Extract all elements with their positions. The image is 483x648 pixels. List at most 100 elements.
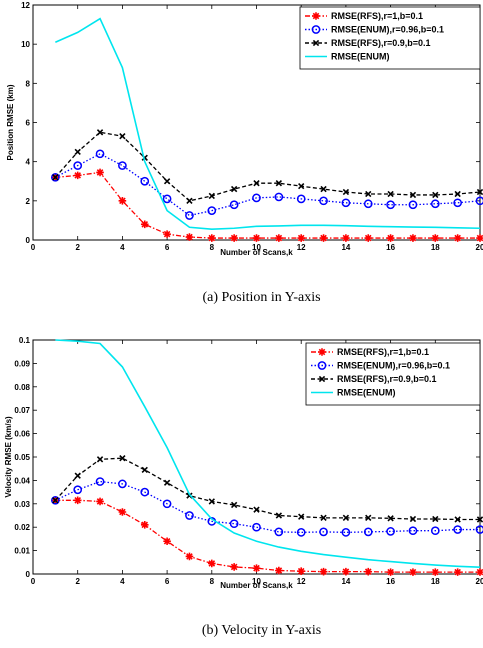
data-point <box>73 171 82 180</box>
data-point <box>119 455 126 462</box>
data-point <box>252 193 261 203</box>
y-tick-label: 0.08 <box>14 383 30 392</box>
data-point <box>252 564 261 572</box>
data-point <box>432 191 439 199</box>
data-point <box>118 197 127 205</box>
x-tick-label: 18 <box>431 577 440 586</box>
data-point <box>319 527 328 537</box>
data-point <box>186 197 193 204</box>
data-point <box>162 194 172 204</box>
series-line <box>55 17 481 231</box>
y-tick-label: 8 <box>26 79 31 88</box>
data-point <box>118 479 127 489</box>
legend-swatch-marker <box>317 361 327 370</box>
x-tick-label: 14 <box>341 243 350 252</box>
data-point <box>453 568 462 576</box>
x-tick-label: 6 <box>165 577 170 586</box>
data-point <box>95 477 105 486</box>
x-tick-label: 10 <box>252 577 261 586</box>
y-tick-label: 0.02 <box>14 523 30 532</box>
x-tick-label: 20 <box>476 577 483 586</box>
legend-label: RMSE(ENUM),r=0.96,b=0.1 <box>337 361 450 371</box>
y-tick-label: 0.09 <box>14 359 30 368</box>
data-point <box>229 200 239 210</box>
x-tick-label: 6 <box>165 243 170 252</box>
x-tick-label: 12 <box>297 243 306 252</box>
y-tick-label: 0.06 <box>14 430 30 439</box>
data-point <box>230 234 238 242</box>
data-point <box>476 516 483 523</box>
data-point <box>431 568 440 576</box>
series-1 <box>51 149 483 220</box>
data-point <box>252 234 261 242</box>
legend-swatch-marker <box>312 39 320 47</box>
data-point <box>51 495 60 505</box>
y-axis-label: Velocity RMSE (km/s) <box>4 416 13 498</box>
x-tick-label: 20 <box>476 243 483 252</box>
data-point <box>274 527 284 537</box>
y-tick-label: 0 <box>26 570 31 579</box>
data-point <box>74 472 81 479</box>
legend-box <box>299 6 481 70</box>
data-point <box>386 234 395 242</box>
data-point <box>51 172 60 182</box>
data-point <box>408 200 418 210</box>
legend-swatch-marker <box>318 375 326 383</box>
y-tick-label: 0.03 <box>14 500 30 509</box>
legend-label: RMSE(RFS),r=1,b=0.1 <box>337 347 429 357</box>
data-point <box>409 568 417 576</box>
legend-label: RMSE(ENUM) <box>331 52 390 62</box>
data-point <box>208 498 215 505</box>
data-point <box>342 567 350 576</box>
data-point <box>475 525 483 534</box>
data-point <box>208 192 215 200</box>
figure-caption: (b) Velocity in Y-axis <box>202 623 321 638</box>
data-point <box>73 496 82 505</box>
data-point <box>163 230 171 238</box>
x-tick-label: 12 <box>297 577 306 586</box>
y-tick-label: 2 <box>26 197 31 206</box>
legend: RMSE(RFS),r=1,b=0.1 RMSE(ENUM),r=0.96,b=0… <box>305 342 481 406</box>
legend-box <box>305 342 481 406</box>
data-point <box>342 188 350 196</box>
data-point <box>454 190 461 198</box>
data-point <box>430 526 440 536</box>
data-point <box>476 568 483 576</box>
data-point <box>52 174 59 181</box>
data-point <box>430 199 440 209</box>
y-tick-label: 0 <box>26 236 31 245</box>
y-tick-label: 0.01 <box>14 547 30 556</box>
x-tick-label: 14 <box>341 577 350 586</box>
legend-swatch-marker <box>312 12 320 20</box>
legend-label: RMSE(ENUM),r=0.96,b=0.1 <box>331 25 444 35</box>
data-point <box>141 466 148 474</box>
data-point <box>229 519 239 529</box>
data-point <box>386 568 395 576</box>
data-point <box>96 168 104 177</box>
data-point <box>363 527 373 537</box>
legend-swatch-marker <box>318 348 326 356</box>
data-point <box>319 567 328 576</box>
data-point <box>230 185 238 193</box>
series-2 <box>52 455 483 523</box>
data-point <box>387 190 394 198</box>
data-point <box>475 196 483 206</box>
data-point <box>162 499 172 509</box>
data-point <box>230 563 238 571</box>
position-rmse-chart: 0 2 4 6 8 10 12 14 16 18 20 0 2 4 6 8 10 12 Number of Scan… <box>6 1 483 305</box>
data-point <box>73 161 83 170</box>
data-point <box>185 233 194 241</box>
data-point <box>364 567 373 576</box>
data-point <box>431 234 440 242</box>
data-point <box>140 176 150 186</box>
figure-caption: (a) Position in Y-axis <box>202 290 320 305</box>
y-tick-label: 0.1 <box>19 336 31 345</box>
data-point <box>163 537 171 546</box>
legend-label: RMSE(RFS),r=0.9,b=0.1 <box>331 38 431 48</box>
x-axis-label: Number of Scans,k <box>220 248 293 257</box>
x-tick-label: 0 <box>31 577 36 586</box>
series-line <box>54 131 481 202</box>
data-point <box>409 234 417 242</box>
data-point <box>320 514 327 522</box>
